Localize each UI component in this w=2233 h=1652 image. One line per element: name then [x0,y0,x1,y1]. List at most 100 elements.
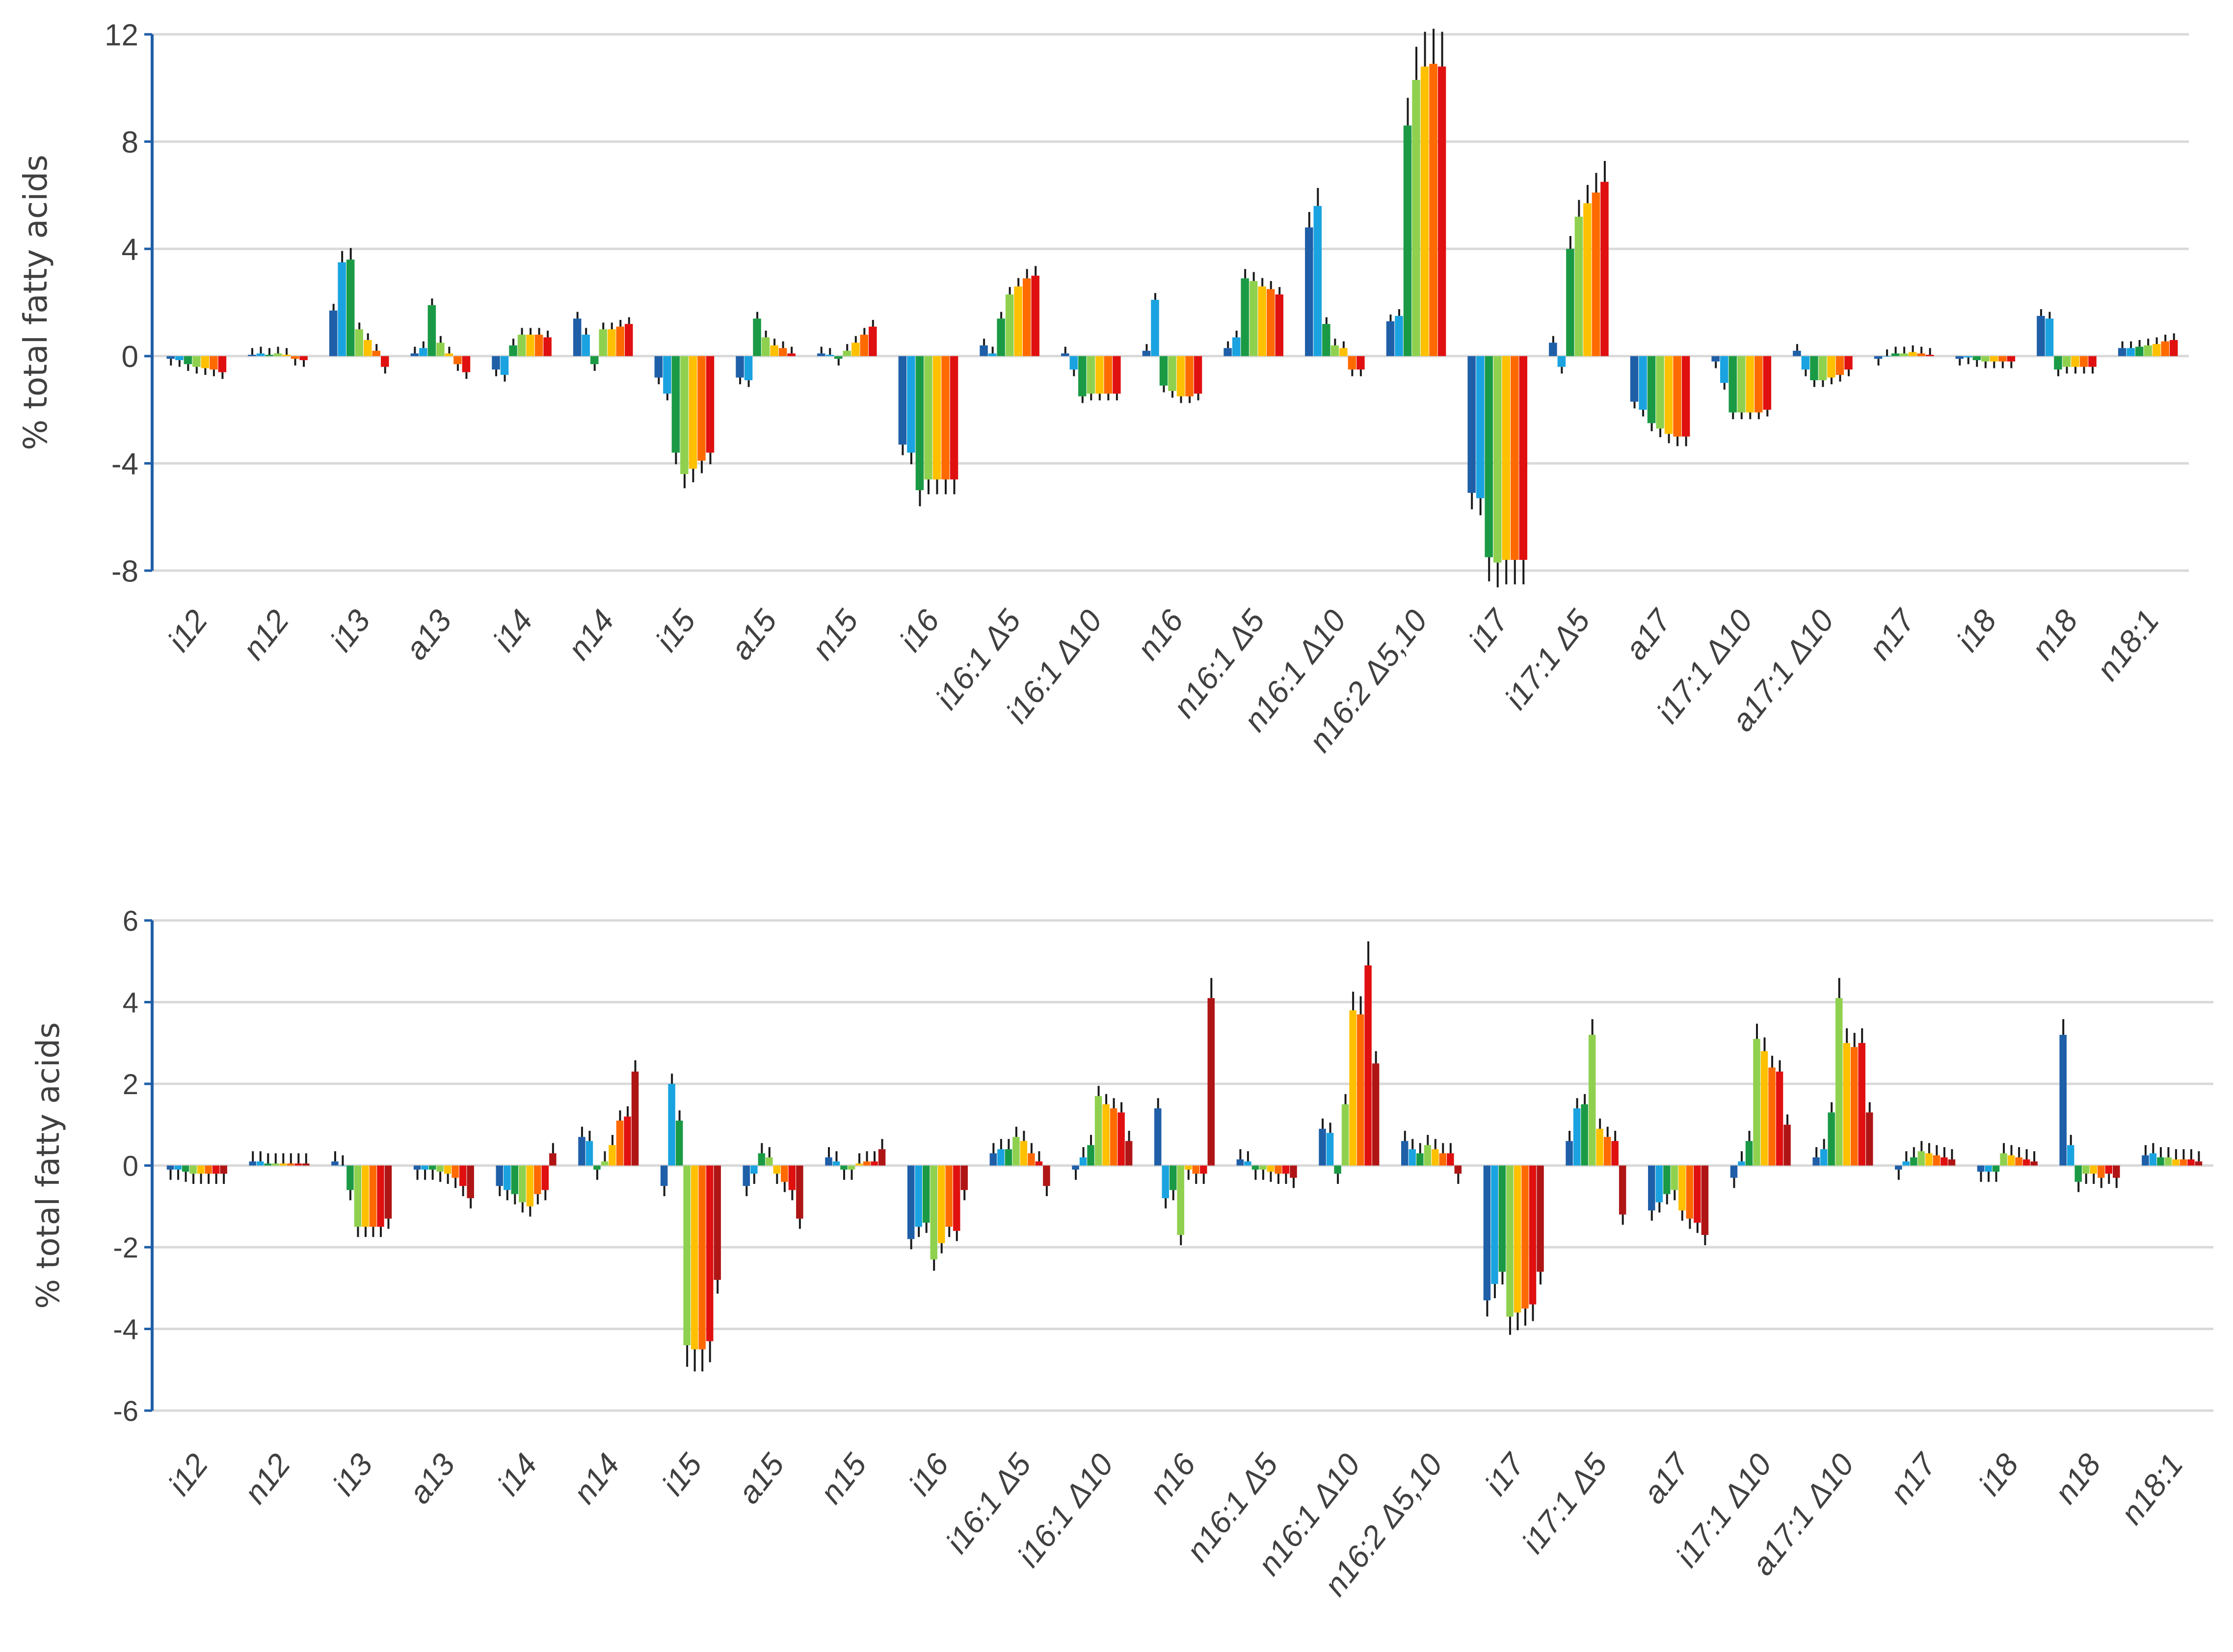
bar [1746,356,1754,413]
x-tick-label: n18 [2024,603,2085,666]
bar [1941,1157,1948,1166]
bar [2007,356,2016,362]
bar [1476,356,1485,498]
x-tick-label: i16 [893,603,947,658]
bar [593,1165,601,1170]
bar [1258,286,1266,356]
bar [624,1116,631,1166]
bar [2007,1155,2015,1166]
x-tick-label: n12 [237,1447,297,1510]
bar [1694,1165,1701,1223]
y-tick-label: 6 [123,905,138,937]
bar [907,356,915,453]
bar [1992,1165,2000,1172]
bar [1891,353,1900,356]
bar [1491,1165,1498,1284]
bar [1110,1108,1117,1166]
bar [1005,1149,1012,1166]
bar [2071,356,2079,367]
bar [1266,289,1275,356]
bar [1664,356,1673,434]
bar [363,340,372,356]
y-tick-label: 12 [105,18,138,52]
bar [706,1165,714,1341]
y-tick-label: 4 [123,987,138,1019]
bar [2118,348,2127,356]
bar [1581,1104,1588,1166]
bar [302,1163,310,1166]
bar [1671,1165,1678,1190]
bar [445,353,453,356]
bar [174,1165,182,1170]
bar [1537,1165,1544,1272]
bar [871,1161,878,1166]
bar [1349,1010,1356,1166]
bar [953,1165,960,1231]
bar [1290,1165,1297,1178]
bar [761,337,770,356]
bar [1348,356,1356,370]
bar [1592,192,1600,356]
bar [1251,1165,1259,1170]
bar [781,1165,788,1182]
bar [2074,1165,2082,1182]
bar [205,1165,212,1174]
x-tick-label: a15 [731,1447,791,1510]
bar [2144,345,2152,356]
x-tick-label: n18:1 [2090,603,2166,687]
x-tick-label: n16 [1130,603,1191,666]
x-tick-label: i14 [486,603,539,658]
bar [997,318,1005,356]
bar [517,335,526,356]
bar [578,1137,585,1166]
x-tick-label: i12 [161,603,214,658]
bar [1895,1165,1902,1170]
bar [2152,344,2161,356]
bar [453,356,462,365]
bar [166,1165,174,1170]
bar [945,1165,953,1227]
bar [2022,1159,2030,1166]
bar [922,1165,930,1223]
bar [1783,1125,1791,1166]
bar [582,335,590,356]
bar [264,1163,272,1166]
bar [1902,1161,1910,1166]
bar [787,353,796,356]
bar [2088,356,2097,367]
bar [1249,281,1258,356]
bar [1745,1141,1753,1166]
bar [1977,1165,1985,1172]
bar [924,356,932,480]
y-tick-label: 2 [123,1069,138,1101]
x-tick-label: n14 [566,1447,626,1510]
bar [834,356,843,359]
bar [680,356,689,474]
bar [1812,1157,1820,1166]
bar [272,1163,279,1166]
bar [2142,1155,2149,1166]
bar [354,1165,362,1227]
bar [832,1161,840,1166]
bar [1583,203,1592,356]
bar [1619,1165,1626,1215]
bar [1275,1165,1282,1174]
x-tick-label: i17 [1478,1446,1532,1502]
x-tick-label: i14 [490,1447,544,1502]
y-axis-title: % total fatty acids [30,1022,67,1309]
bar [1776,1072,1783,1166]
bar [1259,1165,1267,1170]
bar [1192,1165,1200,1174]
bar [1267,1165,1275,1172]
y-tick-label: 4 [122,233,138,267]
bar [1883,356,1891,357]
bar [714,1165,721,1280]
bar [2149,1153,2157,1166]
bar [1439,1153,1447,1166]
bar [419,348,427,356]
bar [1844,356,1853,370]
bar [372,350,380,356]
bar [2105,1165,2113,1174]
x-tick-label: i13 [326,1447,380,1502]
bar [1865,1112,1873,1166]
